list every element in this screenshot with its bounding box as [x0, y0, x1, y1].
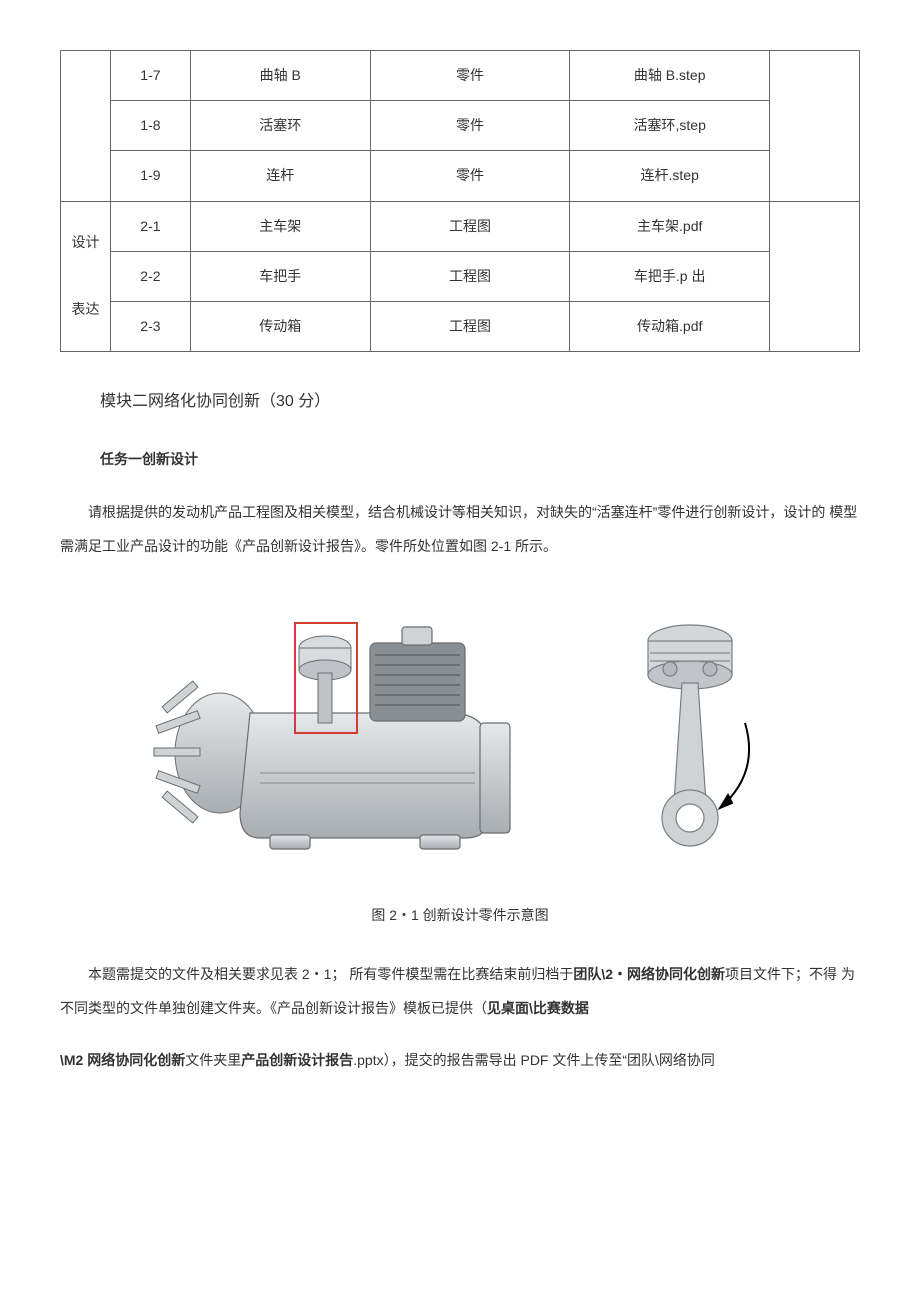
cell-num: 1-8 — [110, 101, 190, 151]
group2-label-line1: 设计 — [71, 234, 99, 250]
para3-bold1: \M2 网络协同化创新 — [60, 1052, 185, 1068]
section-title: 模块二网络化协同创新（30 分） — [100, 388, 860, 417]
cell-type: 零件 — [370, 101, 570, 151]
paragraph-2: 本题需提交的文件及相关要求见表 2・1； 所有零件模型需在比赛结束前归档于团队\… — [60, 958, 860, 1025]
paragraph-3: \M2 网络协同化创新文件夹里产品创新设计报告.pptx），提交的报告需导出 P… — [60, 1044, 860, 1078]
figure-caption: 图 2・1 创新设计零件示意图 — [60, 903, 860, 928]
para3-bold2: 产品创新设计报告 — [241, 1052, 353, 1068]
cell-name: 连杆 — [190, 151, 370, 201]
cell-num: 2-2 — [110, 251, 190, 301]
cell-type: 零件 — [370, 151, 570, 201]
group1-label-cell — [61, 51, 111, 202]
group2-trailing-cell — [770, 201, 860, 352]
para2-a-bold: 团队\2・网络协同化创新 — [573, 966, 725, 982]
piston-rod-diagram — [610, 603, 770, 883]
cell-file: 曲轴 B.step — [570, 51, 770, 101]
para3-mid2: .pptx），提交的报告需导出 PDF 文件上传至“团队\网络协同 — [353, 1052, 715, 1068]
cell-file: 连杆.step — [570, 151, 770, 201]
group2-label-cell: 设计 表达 — [61, 201, 111, 352]
cell-num: 2-1 — [110, 201, 190, 251]
cell-type: 工程图 — [370, 301, 570, 351]
cell-name: 活塞环 — [190, 101, 370, 151]
figure-row — [60, 603, 860, 883]
cell-type: 工程图 — [370, 251, 570, 301]
para1-a: 请根据提供的发动机产品工程图及相关模型，结合机械设计等相关知识，对缺失的“活塞连… — [88, 504, 825, 520]
group1-trailing-cell — [770, 51, 860, 202]
cell-file: 活塞环,step — [570, 101, 770, 151]
parts-table: 1-7 曲轴 B 零件 曲轴 B.step 1-8 活塞环 零件 活塞环,ste… — [60, 50, 860, 352]
task-title: 任务一创新设计 — [100, 447, 860, 472]
cell-file: 传动箱.pdf — [570, 301, 770, 351]
cell-name: 传动箱 — [190, 301, 370, 351]
cell-num: 1-7 — [110, 51, 190, 101]
arrow-icon — [720, 723, 749, 808]
para3-mid1: 文件夹里 — [185, 1052, 241, 1068]
engine-diagram — [150, 603, 550, 883]
paragraph-1: 请根据提供的发动机产品工程图及相关模型，结合机械设计等相关知识，对缺失的“活塞连… — [60, 496, 860, 563]
cell-type: 零件 — [370, 51, 570, 101]
group2-label-line2: 表达 — [71, 301, 99, 317]
para2-b-bold: 见桌面\比赛数据 — [487, 1000, 589, 1016]
cell-file: 主车架.pdf — [570, 201, 770, 251]
cell-name: 曲轴 B — [190, 51, 370, 101]
para2-a-pre: 本题需提交的文件及相关要求见表 2・1； 所有零件模型需在比赛结束前归档于 — [88, 966, 573, 982]
para2-a-post: 项目文件下；不得 — [725, 966, 837, 982]
cell-num: 1-9 — [110, 151, 190, 201]
cell-type: 工程图 — [370, 201, 570, 251]
cell-num: 2-3 — [110, 301, 190, 351]
cell-file: 车把手.p 出 — [570, 251, 770, 301]
cell-name: 主车架 — [190, 201, 370, 251]
cell-name: 车把手 — [190, 251, 370, 301]
